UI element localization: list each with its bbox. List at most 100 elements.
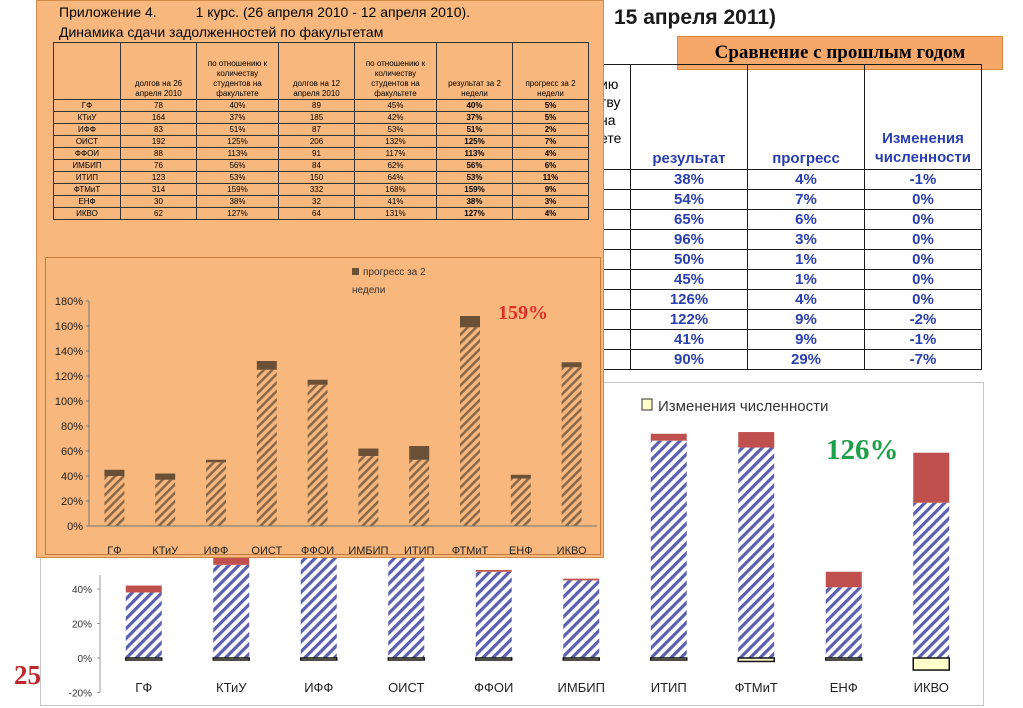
y-tick-label: 80% [61,421,83,433]
table-cell: 122% [630,309,748,330]
x-tick-label: ИМБИП [558,680,605,695]
table-row: 90% 29% -7% [600,349,982,370]
bar-result [125,592,162,658]
legend-label: Изменения численности [658,398,828,415]
bar-result [475,571,512,658]
table-row: ФФОИ 88 113% 91 117% 113% 4% [53,147,589,160]
bar-change [825,657,863,661]
x-tick-label: ФФОИ [474,680,513,695]
y-tick-label: 0% [67,521,83,533]
bar-progress [125,585,162,593]
bar-progress [650,433,687,441]
table-cell: 45% [630,269,748,290]
legend-label: прогресс за 2 [363,267,426,278]
x-tick-label: ИМБИП [348,545,388,557]
table-cell: 96% [630,229,748,250]
legend-swatch [641,398,653,411]
table-row: 38% 4% -1% [600,169,982,190]
table-cell: 0% [864,229,982,250]
table-cell: 7% [747,189,865,210]
table-header-cell: прогресс за 2 недели [512,42,589,100]
bar-result [206,462,226,526]
x-tick-label: ГФ [135,680,152,695]
bar-result [307,384,328,526]
overlay-chart-frame [45,257,601,555]
bar-result [561,367,582,526]
table-row: 41% 9% -1% [600,329,982,350]
x-tick-label: ЕНФ [509,545,533,557]
y-tick-label: 120% [55,371,83,383]
table-cell: 0% [864,189,982,210]
table-cell: 127% [196,207,279,220]
cut-header: ию тву на ете [600,64,631,170]
bar-progress [738,432,775,448]
table-header-cell: по отношению к количеству студентов на ф… [354,42,437,100]
table-cell: -2% [864,309,982,330]
y-tick-label: 20% [72,620,92,631]
bar-progress [475,570,512,572]
bar-progress [510,474,531,479]
table-cell: 41% [630,329,748,350]
table-cell: 50% [630,249,748,270]
table-header-cell: по отношению к количеству студентов на ф… [196,42,279,100]
bar-result [358,456,379,526]
table-cell: 4% [512,207,589,220]
callout-159: 159% [498,302,548,324]
bar-progress [913,452,950,503]
table-cell: 1% [747,249,865,270]
table-row: ГФ 78 40% 89 45% 40% 5% [53,99,589,112]
table-row: 45% 1% 0% [600,269,982,290]
table-cell [600,349,631,370]
comparison-table: ию тву на ете результат прогресс Изменен… [600,64,982,370]
table-header-cell: долгов на 26 апреля 2010 [120,42,197,100]
table-cell: 1% [747,269,865,290]
bar-progress [358,448,379,456]
x-tick-label: ИКВО [557,545,587,557]
bar-change [912,657,950,671]
table-row: 96% 3% 0% [600,229,982,250]
bar-change [300,657,338,661]
table-cell: 65% [630,209,748,230]
table-cell: ИКВО [53,207,121,220]
y-tick-label: 20% [61,496,83,508]
bar-progress [307,379,328,385]
bar-result [913,502,950,658]
legend-swatch [352,268,359,275]
x-tick-label: ЕНФ [830,680,858,695]
col-header-change: Изменения численности [864,64,982,170]
table-cell: 90% [630,349,748,370]
table-row: 122% 9% -2% [600,309,982,330]
table-row: ИКВО 62 127% 64 131% 127% 4% [53,207,589,220]
bar-result [650,440,687,658]
bar-progress [256,361,277,370]
x-tick-label: ИКВО [914,680,949,695]
bar-change [650,657,688,661]
table-cell: 64 [278,207,355,220]
bar-change [737,657,775,663]
table-cell: 29% [747,349,865,370]
x-tick-label: ФФОИ [301,545,334,557]
bar-progress [563,578,600,581]
table-cell: 0% [864,289,982,310]
bar-progress [409,446,430,460]
table-cell: 9% [747,309,865,330]
bar-progress [155,473,176,480]
table-cell [600,309,631,330]
bar-result [563,580,600,658]
x-tick-label: ИФФ [204,545,229,557]
y-tick-label: 180% [55,296,83,308]
x-tick-label: КТиУ [216,680,247,695]
x-tick-label: ФТМиТ [735,680,778,695]
y-tick-label: 60% [61,446,83,458]
x-tick-label: ГФ [107,545,121,557]
slide-number: 25 [14,660,41,690]
table-cell [600,209,631,230]
y-tick-label: 40% [61,471,83,483]
table-row: 126% 4% 0% [600,289,982,310]
table-cell [600,249,631,270]
table-cell: -7% [864,349,982,370]
x-tick-label: КТиУ [152,545,179,557]
table-cell: 0% [864,269,982,290]
bar-result [213,564,250,658]
